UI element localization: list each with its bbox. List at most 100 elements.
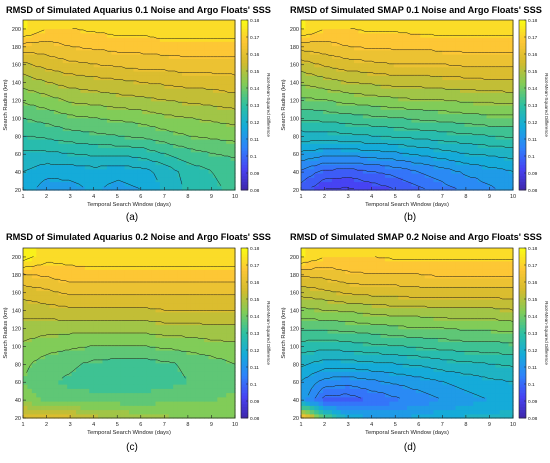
contour-cell (36, 131, 41, 136)
contour-cell (142, 37, 147, 42)
contour-cell (217, 148, 222, 153)
contour-cell (416, 97, 421, 102)
contour-cell (495, 24, 500, 29)
contour-cell (204, 139, 209, 144)
contour-cell (182, 401, 187, 406)
contour-cell (36, 24, 41, 29)
contour-cell (142, 376, 147, 381)
colorbar-label: Root-Mean-Squared Difference (544, 73, 549, 137)
contour-cell (385, 24, 390, 29)
colorbar: 0.080.090.10.110.120.130.140.150.160.170… (519, 18, 549, 194)
contour-cell (63, 367, 68, 372)
contour-cell (27, 71, 32, 76)
contour-cell (350, 160, 355, 165)
contour-cell (456, 109, 461, 114)
contour-cell (328, 165, 333, 170)
contour-cell (147, 152, 152, 157)
contour-cell (195, 182, 200, 187)
contour-cell (160, 350, 165, 355)
contour-cell (98, 37, 103, 42)
contour-cell (41, 371, 46, 376)
contour-cell (94, 118, 99, 123)
contour-cell (125, 71, 130, 76)
contour-cell (36, 405, 41, 410)
contour-cell (142, 46, 147, 51)
contour-cell (76, 384, 81, 389)
contour-cell (504, 169, 509, 174)
contour-cell (416, 152, 421, 157)
contour-cell (456, 177, 461, 182)
contour-cell (195, 88, 200, 93)
contour-cell (469, 71, 474, 76)
contour-cell (345, 118, 350, 123)
contour-cell (310, 122, 315, 127)
contour-cell (125, 109, 130, 114)
contour-cell (372, 143, 377, 148)
contour-cell (341, 101, 346, 106)
contour-cell (226, 97, 231, 102)
contour-cell (398, 143, 403, 148)
contour-cell (98, 182, 103, 187)
contour-cell (420, 75, 425, 80)
contour-cell (456, 50, 461, 55)
contour-cell (204, 29, 209, 34)
contour-cell (94, 380, 99, 385)
contour-cell (425, 156, 430, 161)
contour-cell (178, 54, 183, 59)
contour-cell (217, 63, 222, 68)
contour-cell (182, 80, 187, 85)
contour-cell (41, 101, 46, 106)
contour-cell (504, 29, 509, 34)
contour-cell (89, 63, 94, 68)
contour-cell (495, 126, 500, 131)
contour-cell (425, 165, 430, 170)
contour-cell (63, 156, 68, 161)
contour-cell (178, 354, 183, 359)
contour-cell (200, 24, 205, 29)
y-tick-label: 160 (290, 63, 299, 69)
contour-cell (394, 37, 399, 42)
contour-cell (350, 46, 355, 51)
contour-cell (434, 139, 439, 144)
contour-cell (50, 46, 55, 51)
contour-cell (186, 54, 191, 59)
contour-cell (319, 80, 324, 85)
contour-cell (195, 393, 200, 398)
contour-cell (226, 24, 231, 29)
contour-cell (186, 160, 191, 165)
contour-cell (222, 410, 227, 415)
contour-cell (411, 41, 416, 46)
contour-cell (213, 371, 218, 376)
contour-cell (425, 41, 430, 46)
contour-cell (200, 359, 205, 364)
contour-cell (107, 109, 112, 114)
contour-cell (328, 29, 333, 34)
contour-cell (45, 88, 50, 93)
contour-cell (403, 139, 408, 144)
colorbar-tick-label: 0.08 (528, 188, 538, 194)
contour-cell (125, 101, 130, 106)
contour-cell (478, 58, 483, 63)
contour-cell (186, 401, 191, 406)
contour-cell (403, 109, 408, 114)
contour-cell (222, 182, 227, 187)
contour-cell (442, 67, 447, 72)
contour-cell (504, 37, 509, 42)
contour-cell (416, 173, 421, 178)
contour-cell (156, 182, 161, 187)
contour-cell (138, 41, 143, 46)
contour-cell (191, 24, 196, 29)
contour-cell (156, 371, 161, 376)
contour-cell (398, 105, 403, 110)
contour-cell (319, 88, 324, 93)
contour-cell (103, 401, 108, 406)
contour-cell (403, 101, 408, 106)
contour-cell (76, 354, 81, 359)
contour-cell (381, 29, 386, 34)
contour-cell (111, 393, 116, 398)
contour-cell (125, 114, 130, 119)
contour-cell (195, 401, 200, 406)
contour-cell (429, 41, 434, 46)
contour-cell (495, 33, 500, 38)
